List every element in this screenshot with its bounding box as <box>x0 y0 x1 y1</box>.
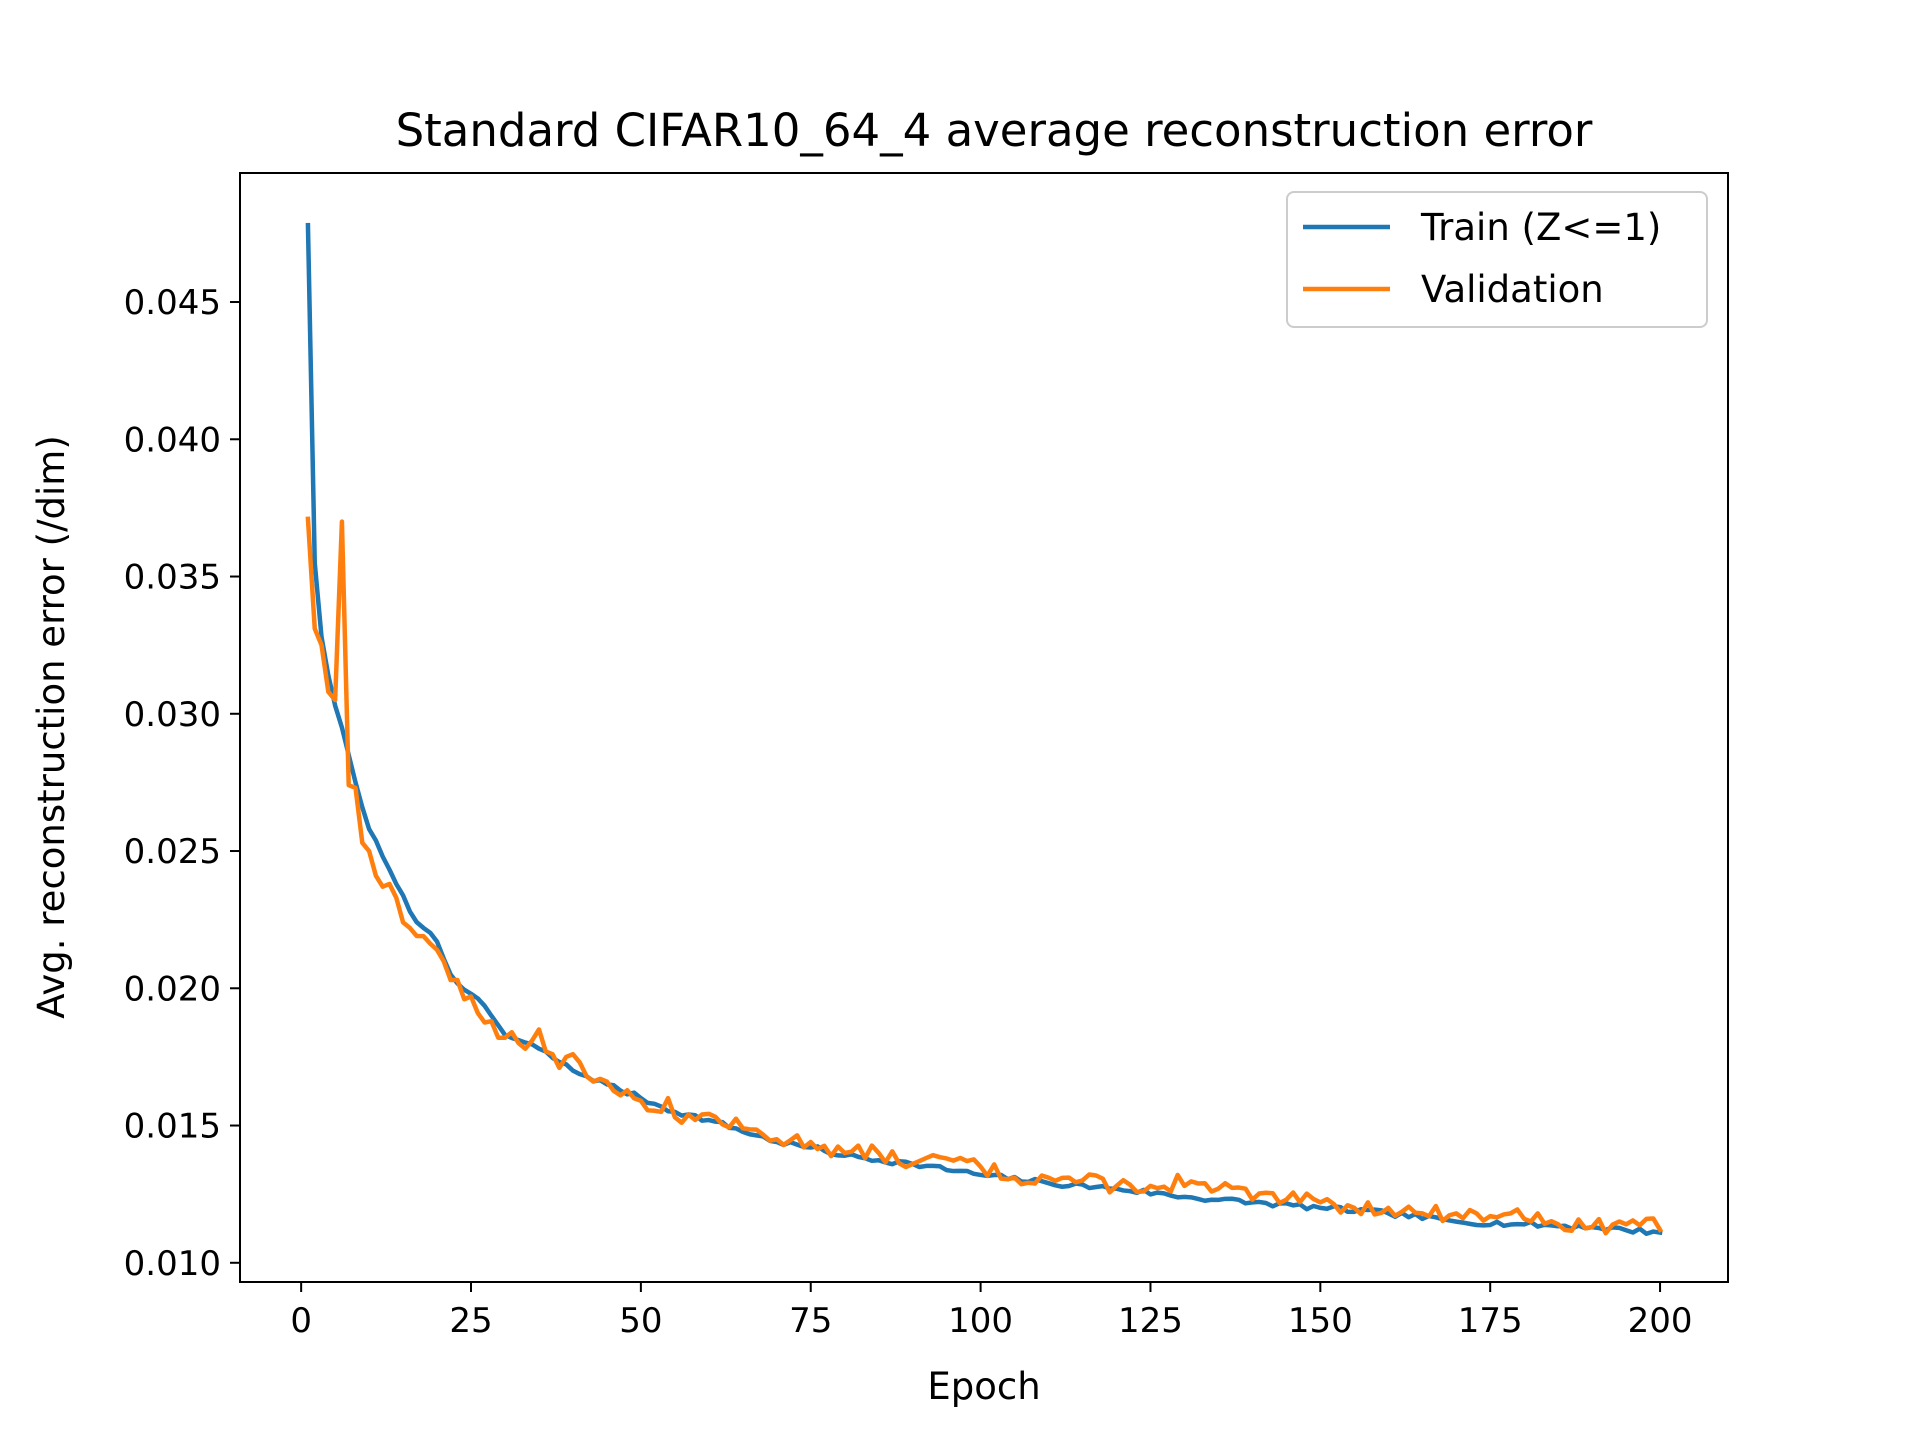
x-tick-label: 125 <box>1118 1301 1183 1341</box>
y-tick-label: 0.020 <box>124 969 221 1009</box>
y-tick-label: 0.015 <box>124 1107 221 1147</box>
y-axis: 0.010 0.015 0.020 0.025 0.030 0.035 0.040 0.045 <box>124 283 240 1284</box>
plot-lines <box>305 222 1664 1237</box>
legend-label-train: Train (Z<=1) <box>1420 206 1661 249</box>
x-axis: 0 25 50 75 100 125 150 175 200 <box>290 1282 1693 1341</box>
x-tick-label: 25 <box>449 1301 492 1341</box>
x-tick-label: 100 <box>948 1301 1013 1341</box>
y-tick-label: 0.035 <box>124 558 221 598</box>
series-line-validation <box>305 516 1664 1236</box>
y-tick-label: 0.045 <box>124 283 221 323</box>
legend: Train (Z<=1) Validation <box>1286 191 1708 328</box>
y-axis-label: Avg. reconstruction error (/dim) <box>30 435 73 1019</box>
x-tick-label: 150 <box>1288 1301 1353 1341</box>
y-tick-label: 0.030 <box>124 695 221 735</box>
x-axis-label: Epoch <box>927 1365 1040 1408</box>
plot-frame <box>239 172 1729 1283</box>
x-tick-label: 75 <box>789 1301 832 1341</box>
x-tick-label: 0 <box>290 1301 312 1341</box>
chart-title: Standard CIFAR10_64_4 average reconstruc… <box>396 104 1593 157</box>
y-tick-label: 0.010 <box>124 1244 221 1284</box>
x-tick-label: 200 <box>1628 1301 1693 1341</box>
y-tick-label: 0.040 <box>124 420 221 460</box>
y-tick-label: 0.025 <box>124 832 221 872</box>
legend-label-validation: Validation <box>1421 268 1604 311</box>
series-line-train <box>305 222 1663 1237</box>
x-tick-label: 50 <box>619 1301 662 1341</box>
legend-box <box>1286 191 1708 328</box>
x-tick-label: 175 <box>1458 1301 1523 1341</box>
